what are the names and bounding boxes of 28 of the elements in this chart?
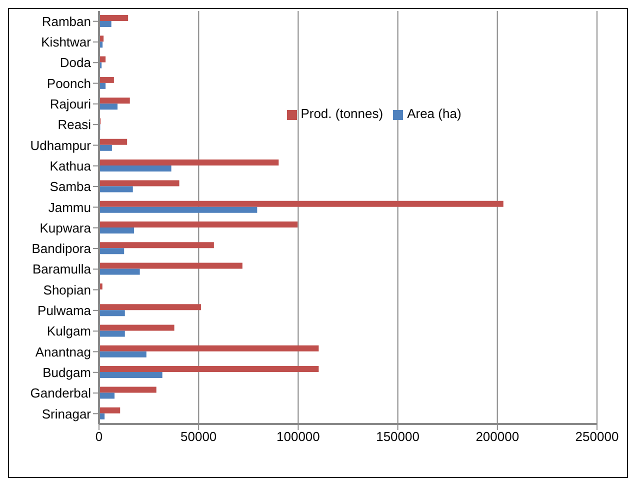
y-tick-label: Rajouri bbox=[50, 96, 92, 112]
x-tick-label: 50000 bbox=[180, 429, 217, 444]
y-tick-label: Ramban bbox=[42, 14, 91, 29]
x-tick-label: 150000 bbox=[376, 429, 420, 444]
y-tick-label: Kishtwar bbox=[41, 34, 92, 50]
x-tick-label: 250000 bbox=[575, 429, 619, 444]
x-tick-label: 0 bbox=[95, 429, 103, 444]
y-tick-label: Bandipora bbox=[32, 241, 92, 256]
y-tick-label: Jammu bbox=[48, 200, 91, 215]
y-tick-label: Kathua bbox=[50, 158, 92, 174]
legend-label: Area (ha) bbox=[407, 106, 462, 121]
y-tick-label: Udhampur bbox=[30, 138, 92, 153]
y-tick-label: Srinagar bbox=[42, 406, 92, 422]
y-tick-label: Pulwama bbox=[38, 303, 92, 318]
x-tick-label: 100000 bbox=[276, 429, 320, 444]
y-tick-label: Shopian bbox=[43, 282, 91, 298]
y-tick-label: Samba bbox=[50, 179, 92, 194]
y-tick-label: Doda bbox=[60, 55, 92, 70]
y-tick-label: Kulgam bbox=[46, 324, 91, 339]
y-tick-label: Anantnag bbox=[35, 344, 91, 360]
y-tick-label: Poonch bbox=[46, 76, 91, 91]
y-tick-label: Ganderbal bbox=[30, 386, 92, 401]
x-tick-label: 200000 bbox=[476, 429, 520, 444]
y-tick-label: Kupwara bbox=[40, 220, 92, 236]
y-tick-label: Budgam bbox=[42, 364, 91, 380]
y-tick-label: Reasi bbox=[58, 117, 92, 132]
y-tick-label: Baramulla bbox=[32, 262, 92, 277]
legend-label: Prod. (tonnes) bbox=[300, 106, 384, 121]
